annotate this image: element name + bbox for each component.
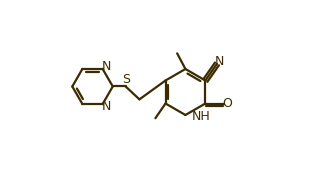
Text: O: O	[222, 97, 232, 110]
Text: NH: NH	[192, 110, 211, 123]
Text: S: S	[122, 73, 130, 86]
Text: N: N	[215, 55, 224, 68]
Text: N: N	[101, 100, 111, 114]
Text: N: N	[101, 59, 111, 72]
